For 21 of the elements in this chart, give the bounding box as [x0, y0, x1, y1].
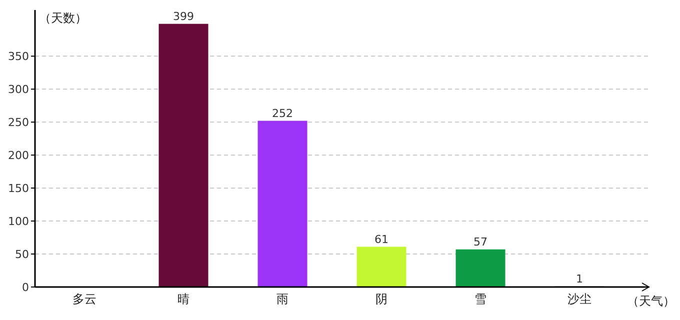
y-tick-label: 300 [8, 83, 29, 96]
x-tick-label: 多云 [72, 292, 96, 306]
x-tick-label: 晴 [178, 292, 190, 306]
x-tick-label: 阴 [376, 292, 388, 306]
y-tick-label: 200 [8, 149, 29, 162]
x-tick-label: 雨 [276, 292, 288, 306]
y-axis-title: （天数） [39, 11, 87, 25]
y-tick-label: 100 [8, 215, 29, 228]
y-tick-label: 250 [8, 116, 29, 130]
data-label: 57 [474, 235, 488, 248]
data-label: 61 [374, 232, 388, 246]
y-tick-label: 350 [8, 50, 29, 64]
x-axis-title: （天气） [627, 294, 675, 308]
y-tick-label: 150 [8, 182, 29, 196]
data-label: 1 [576, 272, 583, 286]
y-tick-label: 50 [15, 248, 29, 262]
y-tick-label: 0 [22, 281, 29, 294]
data-label: 252 [272, 106, 293, 120]
data-label: 399 [173, 10, 194, 23]
x-tick-label: 沙尘 [568, 292, 592, 306]
x-tick-label: 雪 [474, 292, 486, 306]
